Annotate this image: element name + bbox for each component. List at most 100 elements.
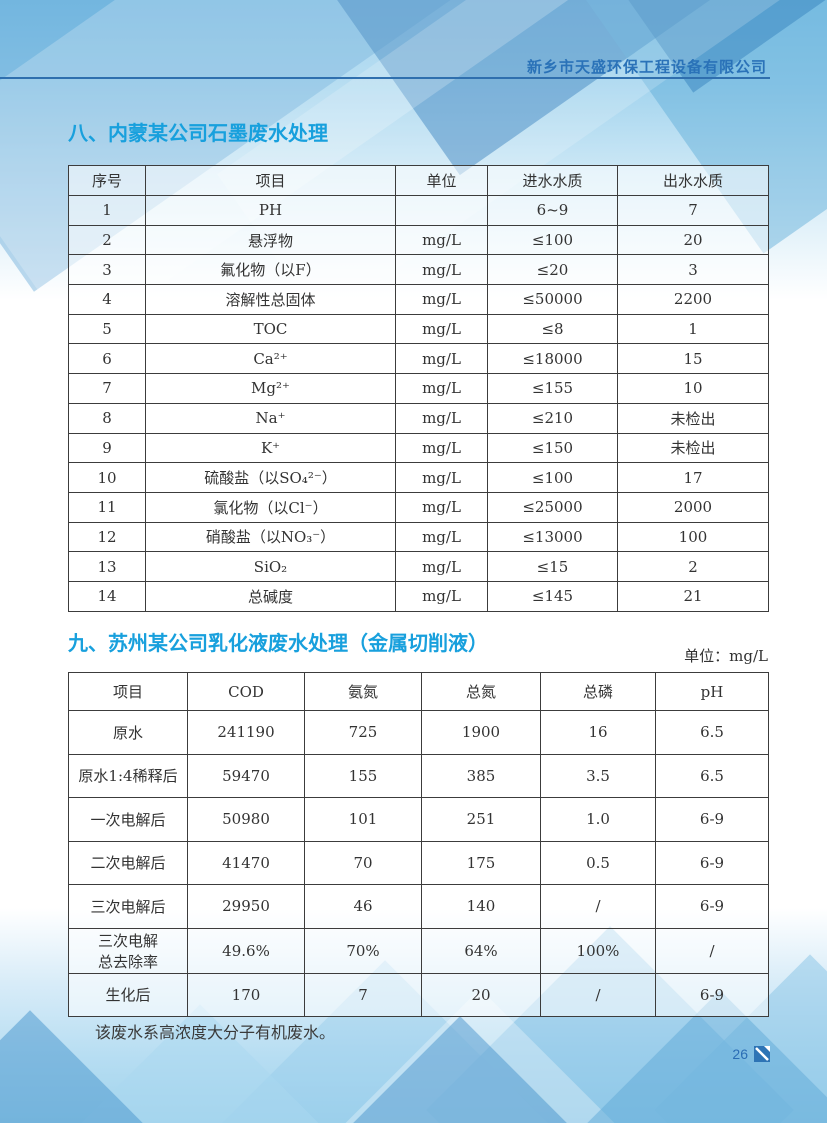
table-cell: Mg²⁺ — [145, 373, 396, 404]
table-cell: mg/L — [395, 551, 488, 582]
table-cell: 硫酸盐（以SO₄²⁻） — [145, 462, 396, 493]
table-cell: Na⁺ — [145, 402, 396, 434]
column-header: 总氮 — [421, 672, 541, 711]
table-cell: 725 — [304, 710, 422, 755]
table-cell: 7 — [68, 373, 146, 404]
table-cell: 0.5 — [540, 840, 656, 885]
emulsion-wastewater-table: 项目 COD 氨氮 总氮 总磷 pH 原水 241190 725 1900 16 6.5 原水1:4稀释… — [68, 672, 769, 1017]
table-cell: 6-9 — [655, 972, 769, 1017]
table-cell: 155 — [304, 753, 422, 798]
column-header: 项目 — [68, 672, 188, 711]
table-cell: ≤8 — [487, 313, 618, 345]
table-cell: Ca²⁺ — [145, 343, 396, 375]
table-cell: 总碱度 — [145, 580, 396, 612]
table-cell: 2000 — [617, 491, 769, 523]
table-cell: 241190 — [187, 710, 305, 755]
table-cell: 未检出 — [617, 432, 769, 464]
table-cell: mg/L — [395, 373, 488, 404]
table-cell: / — [540, 972, 656, 1017]
table-cell: 1 — [68, 195, 146, 226]
table-cell: mg/L — [395, 313, 488, 345]
column-header: COD — [187, 672, 305, 711]
table-row: 13 SiO₂ mg/L ≤15 2 — [68, 551, 769, 582]
table-cell: 7 — [304, 972, 422, 1017]
table-cell: 生化后 — [68, 972, 188, 1017]
table-cell: 7 — [617, 195, 769, 226]
table-cell: 三次电解后 — [68, 884, 188, 929]
table-row: 原水1:4稀释后 59470 155 385 3.5 6.5 — [68, 753, 769, 798]
table-cell: TOC — [145, 313, 396, 345]
table-header-row: 项目 COD 氨氮 总氮 总磷 pH — [68, 672, 769, 711]
table-row: 一次电解后 50980 101 251 1.0 6-9 — [68, 797, 769, 842]
table-cell: 三次电解 总去除率 — [68, 927, 188, 974]
table-cell: 385 — [421, 753, 541, 798]
table-cell: 170 — [187, 972, 305, 1017]
table-cell: ≤155 — [487, 373, 618, 404]
table-cell: 175 — [421, 840, 541, 885]
company-name: 新乡市天盛环保工程设备有限公司 — [526, 59, 767, 76]
table-cell: 6-9 — [655, 797, 769, 842]
page-corner-icon — [754, 1046, 770, 1062]
column-header: 进水水质 — [487, 165, 618, 196]
table-cell: 10 — [617, 373, 769, 404]
table-cell: mg/L — [395, 224, 488, 256]
table-cell: 6 — [68, 343, 146, 375]
table-cell: ≤20 — [487, 254, 618, 286]
table-cell: ≤13000 — [487, 521, 618, 553]
table-cell: 氯化物（以Cl⁻） — [145, 491, 396, 523]
table-cell: 6.5 — [655, 753, 769, 798]
table-cell: mg/L — [395, 521, 488, 553]
table-cell: 2 — [68, 224, 146, 256]
column-header: 项目 — [145, 165, 396, 196]
column-header: 总磷 — [540, 672, 656, 711]
table-cell: 59470 — [187, 753, 305, 798]
table-cell: 46 — [304, 884, 422, 929]
table-row: 原水 241190 725 1900 16 6.5 — [68, 710, 769, 755]
section-title-emulsion: 九、苏州某公司乳化液废水处理（金属切削液） — [68, 633, 488, 655]
table-row: 7 Mg²⁺ mg/L ≤155 10 — [68, 373, 769, 404]
table-cell: 21 — [617, 580, 769, 612]
table-row: 12 硝酸盐（以NO₃⁻） mg/L ≤13000 100 — [68, 521, 769, 553]
header-rule — [0, 77, 770, 79]
table-row: 生化后 170 7 20/6-9 — [68, 972, 769, 1017]
table-cell: 6-9 — [655, 840, 769, 885]
table-cell: 硝酸盐（以NO₃⁻） — [145, 521, 396, 553]
table-cell: 251 — [421, 797, 541, 842]
table-cell: 100 — [617, 521, 769, 553]
table-cell: 3 — [68, 254, 146, 286]
table-cell: 16 — [540, 710, 656, 755]
table-cell: / — [540, 884, 656, 929]
table-cell: 3 — [617, 254, 769, 286]
table-cell: 70 — [304, 840, 422, 885]
table-cell: K⁺ — [145, 432, 396, 464]
table-cell: 1.0 — [540, 797, 656, 842]
table-cell: 6-9 — [655, 884, 769, 929]
table-cell: 未检出 — [617, 402, 769, 434]
table-row: 三次电解 总去除率 49.6% 70% 64% 100% / — [68, 927, 769, 974]
table-cell: 6.5 — [655, 710, 769, 755]
table-row: 14 总碱度 mg/L ≤145 21 — [68, 580, 769, 612]
table-cell: SiO₂ — [145, 551, 396, 582]
table-cell: ≤25000 — [487, 491, 618, 523]
table-cell: 9 — [68, 432, 146, 464]
table-row: 1 PH 6~9 7 — [68, 195, 769, 226]
table-cell: ≤100 — [487, 462, 618, 493]
page-number-block: 26 — [732, 1046, 770, 1062]
table-row: 三次电解后 29950 46 140/6-9 — [68, 884, 769, 929]
deco-diamond — [236, 0, 804, 176]
table-row: 6 Ca²⁺ mg/L ≤18000 15 — [68, 343, 769, 375]
table-cell: 15 — [617, 343, 769, 375]
table-cell: mg/L — [395, 254, 488, 286]
table-cell: 3.5 — [540, 753, 656, 798]
table-cell: 41470 — [187, 840, 305, 885]
table-cell: 14 — [68, 580, 146, 612]
table-cell: 100% — [540, 927, 656, 974]
table-row: 9 K⁺ mg/L ≤150 未检出 — [68, 432, 769, 464]
table-cell: mg/L — [395, 284, 488, 315]
table-cell: 2 — [617, 551, 769, 582]
table-row: 8 Na⁺ mg/L ≤210 未检出 — [68, 402, 769, 434]
table-cell: 70% — [304, 927, 422, 974]
table-cell: ≤145 — [487, 580, 618, 612]
table-cell: 8 — [68, 402, 146, 434]
